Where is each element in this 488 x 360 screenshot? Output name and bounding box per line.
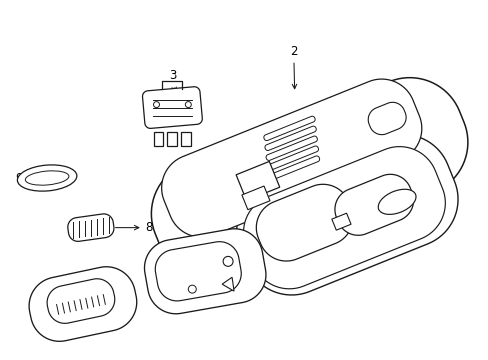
Polygon shape xyxy=(266,146,318,170)
Polygon shape xyxy=(367,102,406,135)
Text: 3: 3 xyxy=(168,69,176,92)
Ellipse shape xyxy=(18,165,77,191)
Polygon shape xyxy=(155,242,241,301)
Polygon shape xyxy=(242,186,269,210)
Polygon shape xyxy=(144,229,265,314)
Circle shape xyxy=(188,285,196,293)
Polygon shape xyxy=(236,161,279,201)
Polygon shape xyxy=(256,184,352,261)
Text: 4: 4 xyxy=(313,242,321,274)
Polygon shape xyxy=(331,213,350,230)
Text: 7: 7 xyxy=(59,321,67,343)
Text: 2: 2 xyxy=(289,45,297,89)
Polygon shape xyxy=(162,79,421,237)
Polygon shape xyxy=(264,116,314,140)
Polygon shape xyxy=(167,132,177,146)
Polygon shape xyxy=(334,174,413,235)
Polygon shape xyxy=(47,279,115,323)
Polygon shape xyxy=(153,132,163,146)
Polygon shape xyxy=(29,267,137,341)
Circle shape xyxy=(153,102,159,108)
Text: 9: 9 xyxy=(16,171,60,185)
Ellipse shape xyxy=(377,189,415,215)
Text: 6: 6 xyxy=(188,260,224,273)
Polygon shape xyxy=(222,277,234,291)
Polygon shape xyxy=(265,136,317,161)
Polygon shape xyxy=(151,78,467,278)
Ellipse shape xyxy=(25,171,69,185)
Polygon shape xyxy=(268,156,319,180)
Text: 5: 5 xyxy=(425,223,432,236)
Polygon shape xyxy=(142,87,202,129)
Polygon shape xyxy=(264,126,316,150)
Polygon shape xyxy=(243,147,445,289)
Polygon shape xyxy=(68,214,114,241)
Polygon shape xyxy=(236,135,457,295)
Text: 8: 8 xyxy=(115,221,153,234)
Circle shape xyxy=(223,256,233,266)
Text: 1: 1 xyxy=(416,176,436,194)
Circle shape xyxy=(185,102,191,108)
Polygon shape xyxy=(181,132,191,146)
